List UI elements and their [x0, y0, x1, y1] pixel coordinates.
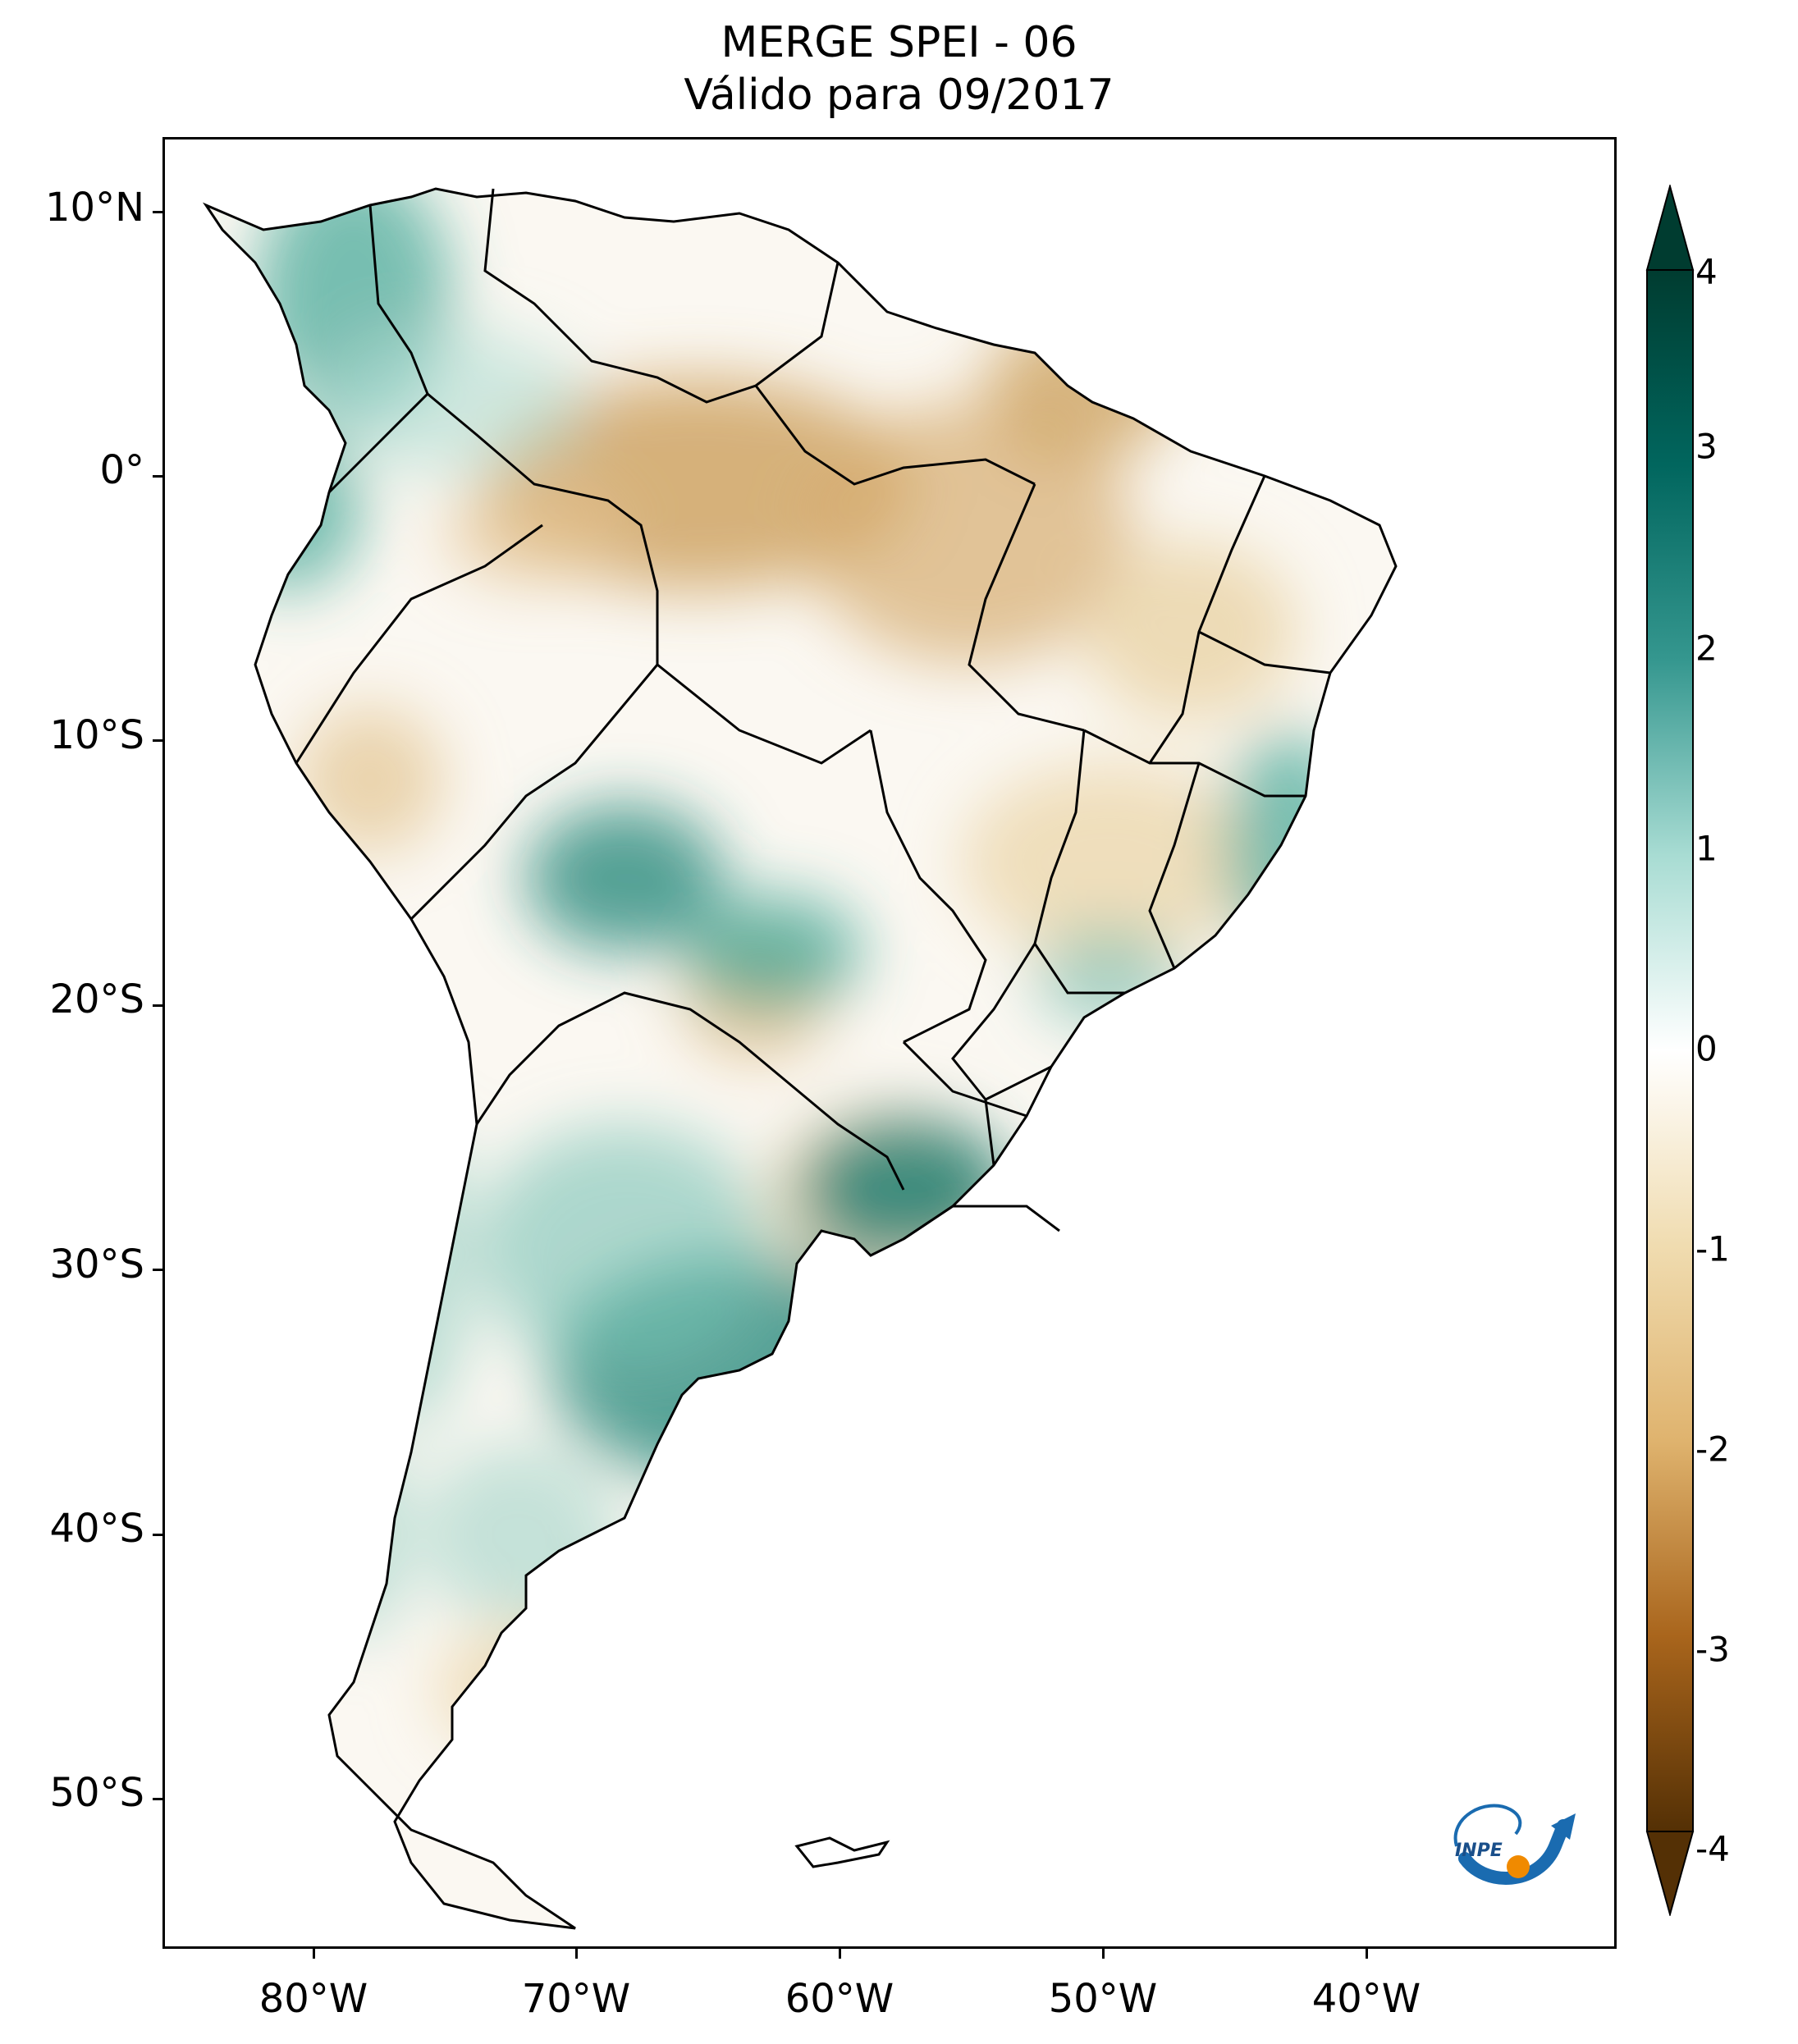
lat-label-20s: 20°S	[49, 976, 144, 1022]
map-subtitle: Válido para 09/2017	[684, 71, 1114, 120]
colorbar-label: -1	[1695, 1228, 1730, 1269]
lat-label-30s: 30°S	[49, 1241, 144, 1287]
lat-tick	[153, 211, 162, 213]
lon-tick	[1366, 1949, 1368, 1959]
colorbar	[1645, 185, 1695, 1916]
political-borders	[295, 188, 1331, 1241]
lon-label-40w: 40°W	[1311, 1976, 1421, 2022]
colorbar-label: 4	[1695, 251, 1718, 292]
colorbar-label: 1	[1695, 828, 1718, 869]
lon-label-50w: 50°W	[1048, 1976, 1158, 2022]
lat-tick	[153, 475, 162, 478]
colorbar-label: 0	[1695, 1028, 1718, 1069]
lon-tick	[313, 1949, 315, 1959]
lat-tick	[153, 1534, 162, 1536]
lat-label-10s: 10°S	[49, 712, 144, 758]
lat-tick	[153, 1269, 162, 1271]
falkland-islands	[794, 1836, 890, 1868]
spei-field	[206, 189, 1396, 1928]
colorbar-label: -2	[1695, 1429, 1730, 1470]
colorbar-label: -4	[1695, 1828, 1730, 1869]
lon-tick	[1102, 1949, 1105, 1959]
map-title: MERGE SPEI - 06	[721, 18, 1077, 67]
colorbar-label: 2	[1695, 628, 1718, 669]
lon-label-80w: 80°W	[258, 1976, 368, 2022]
colorbar-gradient	[1646, 269, 1694, 1832]
logo-text: INPE	[1455, 1841, 1503, 1861]
colorbar-min-extend	[1645, 1831, 1695, 1916]
lat-label-10n: 10°N	[45, 185, 144, 231]
lat-tick	[153, 1004, 162, 1007]
lon-label-70w: 70°W	[521, 1976, 631, 2022]
map-panel	[162, 137, 1617, 1949]
lat-label-0: 0°	[99, 447, 144, 493]
lat-tick	[153, 739, 162, 742]
colorbar-label: 3	[1695, 426, 1718, 467]
inpe-logo-icon: INPE	[1440, 1789, 1580, 1895]
lon-tick	[575, 1949, 578, 1959]
lat-label-40s: 40°S	[49, 1506, 144, 1552]
colorbar-label: -3	[1695, 1629, 1730, 1670]
lat-tick	[153, 1798, 162, 1800]
colorbar-max-extend	[1645, 185, 1695, 271]
lon-label-60w: 60°W	[785, 1976, 894, 2022]
south-america-map	[204, 187, 1398, 1930]
lat-label-50s: 50°S	[49, 1770, 144, 1816]
lon-tick	[839, 1949, 841, 1959]
